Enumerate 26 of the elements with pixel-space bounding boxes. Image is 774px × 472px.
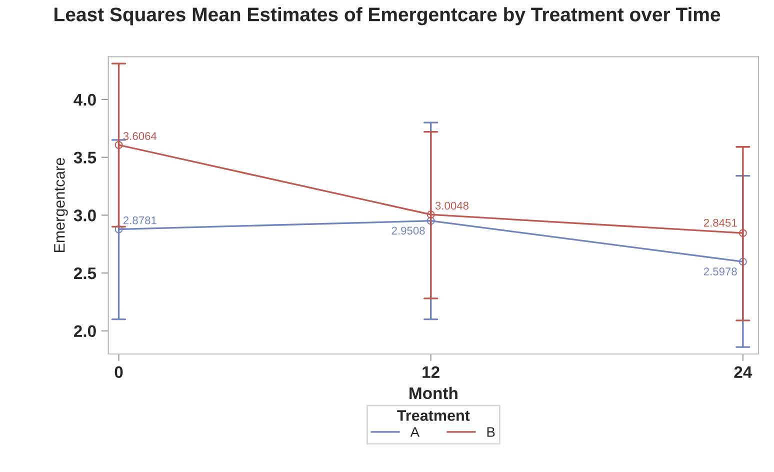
data-label: 2.8451 — [704, 218, 737, 227]
data-label: 2.5978 — [704, 268, 737, 276]
legend-title: Treatment — [397, 410, 470, 421]
point — [114, 141, 123, 149]
x-tick-label: 0 — [114, 366, 123, 378]
y-axis-title: Emergentcare — [54, 158, 68, 252]
y-tick-label: 3.5 — [74, 152, 96, 164]
x-axis-title: Month — [410, 386, 458, 400]
y-tick-label: 2.0 — [74, 325, 96, 338]
y-tick-label: 4.0 — [74, 94, 96, 106]
y-tick-label: 2.5 — [74, 267, 96, 280]
data-label: 2.9508 — [392, 226, 425, 235]
data-label: 2.8781 — [123, 216, 156, 224]
chart-title: Least Squares Mean Estimates of Emergentcare by Treatment over Time — [54, 7, 720, 26]
x-tick-label: 24 — [734, 366, 752, 378]
y-tick-label: 3.0 — [74, 210, 96, 222]
point — [738, 258, 747, 266]
x-tick-label: 12 — [422, 366, 440, 378]
data-label: 3.0048 — [435, 202, 469, 210]
point — [426, 210, 435, 219]
data-label: 3.6064 — [123, 132, 157, 140]
legend-label: B — [487, 427, 495, 437]
legend-label: A — [410, 427, 420, 437]
point — [114, 225, 123, 234]
point — [426, 216, 435, 225]
point — [738, 229, 747, 238]
